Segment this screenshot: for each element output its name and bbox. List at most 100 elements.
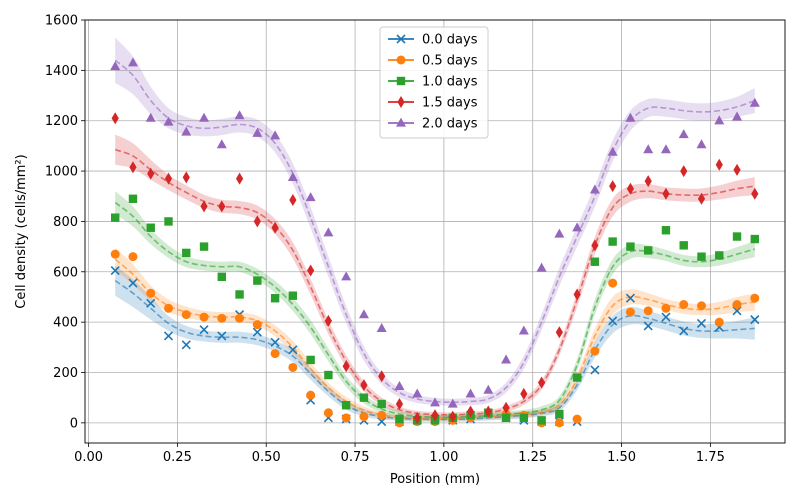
marker-stroke <box>146 298 156 308</box>
data-point <box>572 373 582 382</box>
data-point <box>146 223 155 232</box>
data-point <box>572 414 582 424</box>
data-point <box>341 271 352 281</box>
data-point <box>146 298 156 308</box>
y-axis-title: Cell density (cells/mm²) <box>14 154 29 308</box>
data-point <box>537 416 546 425</box>
data-point <box>519 413 529 423</box>
data-point <box>199 112 210 122</box>
data-point <box>253 215 261 228</box>
data-point <box>145 112 156 122</box>
data-point <box>359 412 369 422</box>
data-point <box>163 116 174 126</box>
data-point <box>625 112 636 122</box>
data-point <box>111 213 120 222</box>
data-point <box>287 171 298 181</box>
data-point <box>449 410 457 423</box>
data-point <box>626 182 635 195</box>
data-point <box>732 232 742 241</box>
x-tick-label: 0.50 <box>252 450 281 465</box>
marker-stroke <box>128 278 138 288</box>
data-point <box>430 397 440 407</box>
x-tick-label: 1.75 <box>696 450 725 465</box>
data-point <box>608 278 618 288</box>
data-point <box>447 398 458 408</box>
y-tick-label: 1600 <box>45 14 78 29</box>
marker-stroke <box>217 331 227 341</box>
data-point <box>679 300 689 310</box>
data-point <box>110 265 120 276</box>
data-point <box>324 314 333 327</box>
data-point <box>732 111 743 121</box>
data-point <box>110 61 121 71</box>
legend-marker <box>397 96 405 108</box>
legend-label: 0.5 days <box>422 54 478 69</box>
data-point <box>591 239 599 252</box>
data-point <box>680 165 688 178</box>
data-point <box>733 163 741 176</box>
y-tick-label: 1400 <box>45 64 78 79</box>
marker-stroke <box>696 318 707 328</box>
data-point <box>679 241 688 250</box>
data-point <box>270 337 280 347</box>
data-point <box>608 237 617 246</box>
data-point <box>678 129 689 139</box>
y-tick-label: 400 <box>53 316 78 331</box>
data-point <box>607 146 618 156</box>
data-point <box>252 327 262 337</box>
data-point <box>377 410 387 420</box>
marker-stroke <box>732 306 742 316</box>
data-point <box>199 242 209 251</box>
data-point <box>181 310 191 320</box>
data-point <box>625 307 635 317</box>
x-axis-title: Position (mm) <box>390 472 480 487</box>
data-point <box>732 306 742 316</box>
data-point <box>662 187 670 200</box>
marker-stroke <box>608 316 618 326</box>
data-point <box>660 144 671 154</box>
data-point <box>200 200 208 213</box>
x-tick-label: 1.50 <box>607 450 636 465</box>
data-point <box>555 409 564 419</box>
data-point <box>235 313 245 323</box>
data-point <box>128 252 138 262</box>
x-tick-label: 0.25 <box>163 450 192 465</box>
data-point <box>324 370 333 380</box>
data-point <box>715 158 723 171</box>
data-point <box>217 331 227 341</box>
x-tick-label: 1.00 <box>429 450 458 465</box>
data-point <box>358 309 369 319</box>
data-point <box>466 405 475 418</box>
data-point <box>484 405 492 418</box>
data-point <box>643 144 654 154</box>
data-point <box>590 346 600 356</box>
data-point <box>234 110 245 120</box>
data-point <box>714 115 725 125</box>
marker-stroke <box>377 417 387 427</box>
data-point <box>554 228 565 238</box>
data-point <box>127 57 138 67</box>
data-point <box>218 200 226 213</box>
data-point <box>341 413 351 423</box>
data-point <box>181 340 191 350</box>
data-point <box>395 414 404 424</box>
data-point <box>270 294 280 303</box>
data-point <box>306 355 315 365</box>
data-point <box>342 360 350 373</box>
data-point <box>163 331 174 341</box>
legend-item: 2.0 days <box>388 117 478 132</box>
marker-stroke <box>110 265 120 276</box>
data-point <box>164 172 173 185</box>
y-tick-label: 600 <box>53 265 78 280</box>
legend-item: 1.0 days <box>388 75 478 90</box>
data-point <box>750 315 760 325</box>
data-point <box>697 252 706 261</box>
data-point <box>323 227 334 237</box>
legend: 0.0 days 0.5 days 1.0 days 1.5 days 2.0 days <box>379 26 489 139</box>
data-point <box>589 184 600 194</box>
data-point <box>573 288 581 301</box>
data-point <box>750 234 759 244</box>
legend-item: 0.0 days <box>388 33 478 48</box>
marker-stroke <box>396 34 406 44</box>
data-point <box>696 139 707 149</box>
